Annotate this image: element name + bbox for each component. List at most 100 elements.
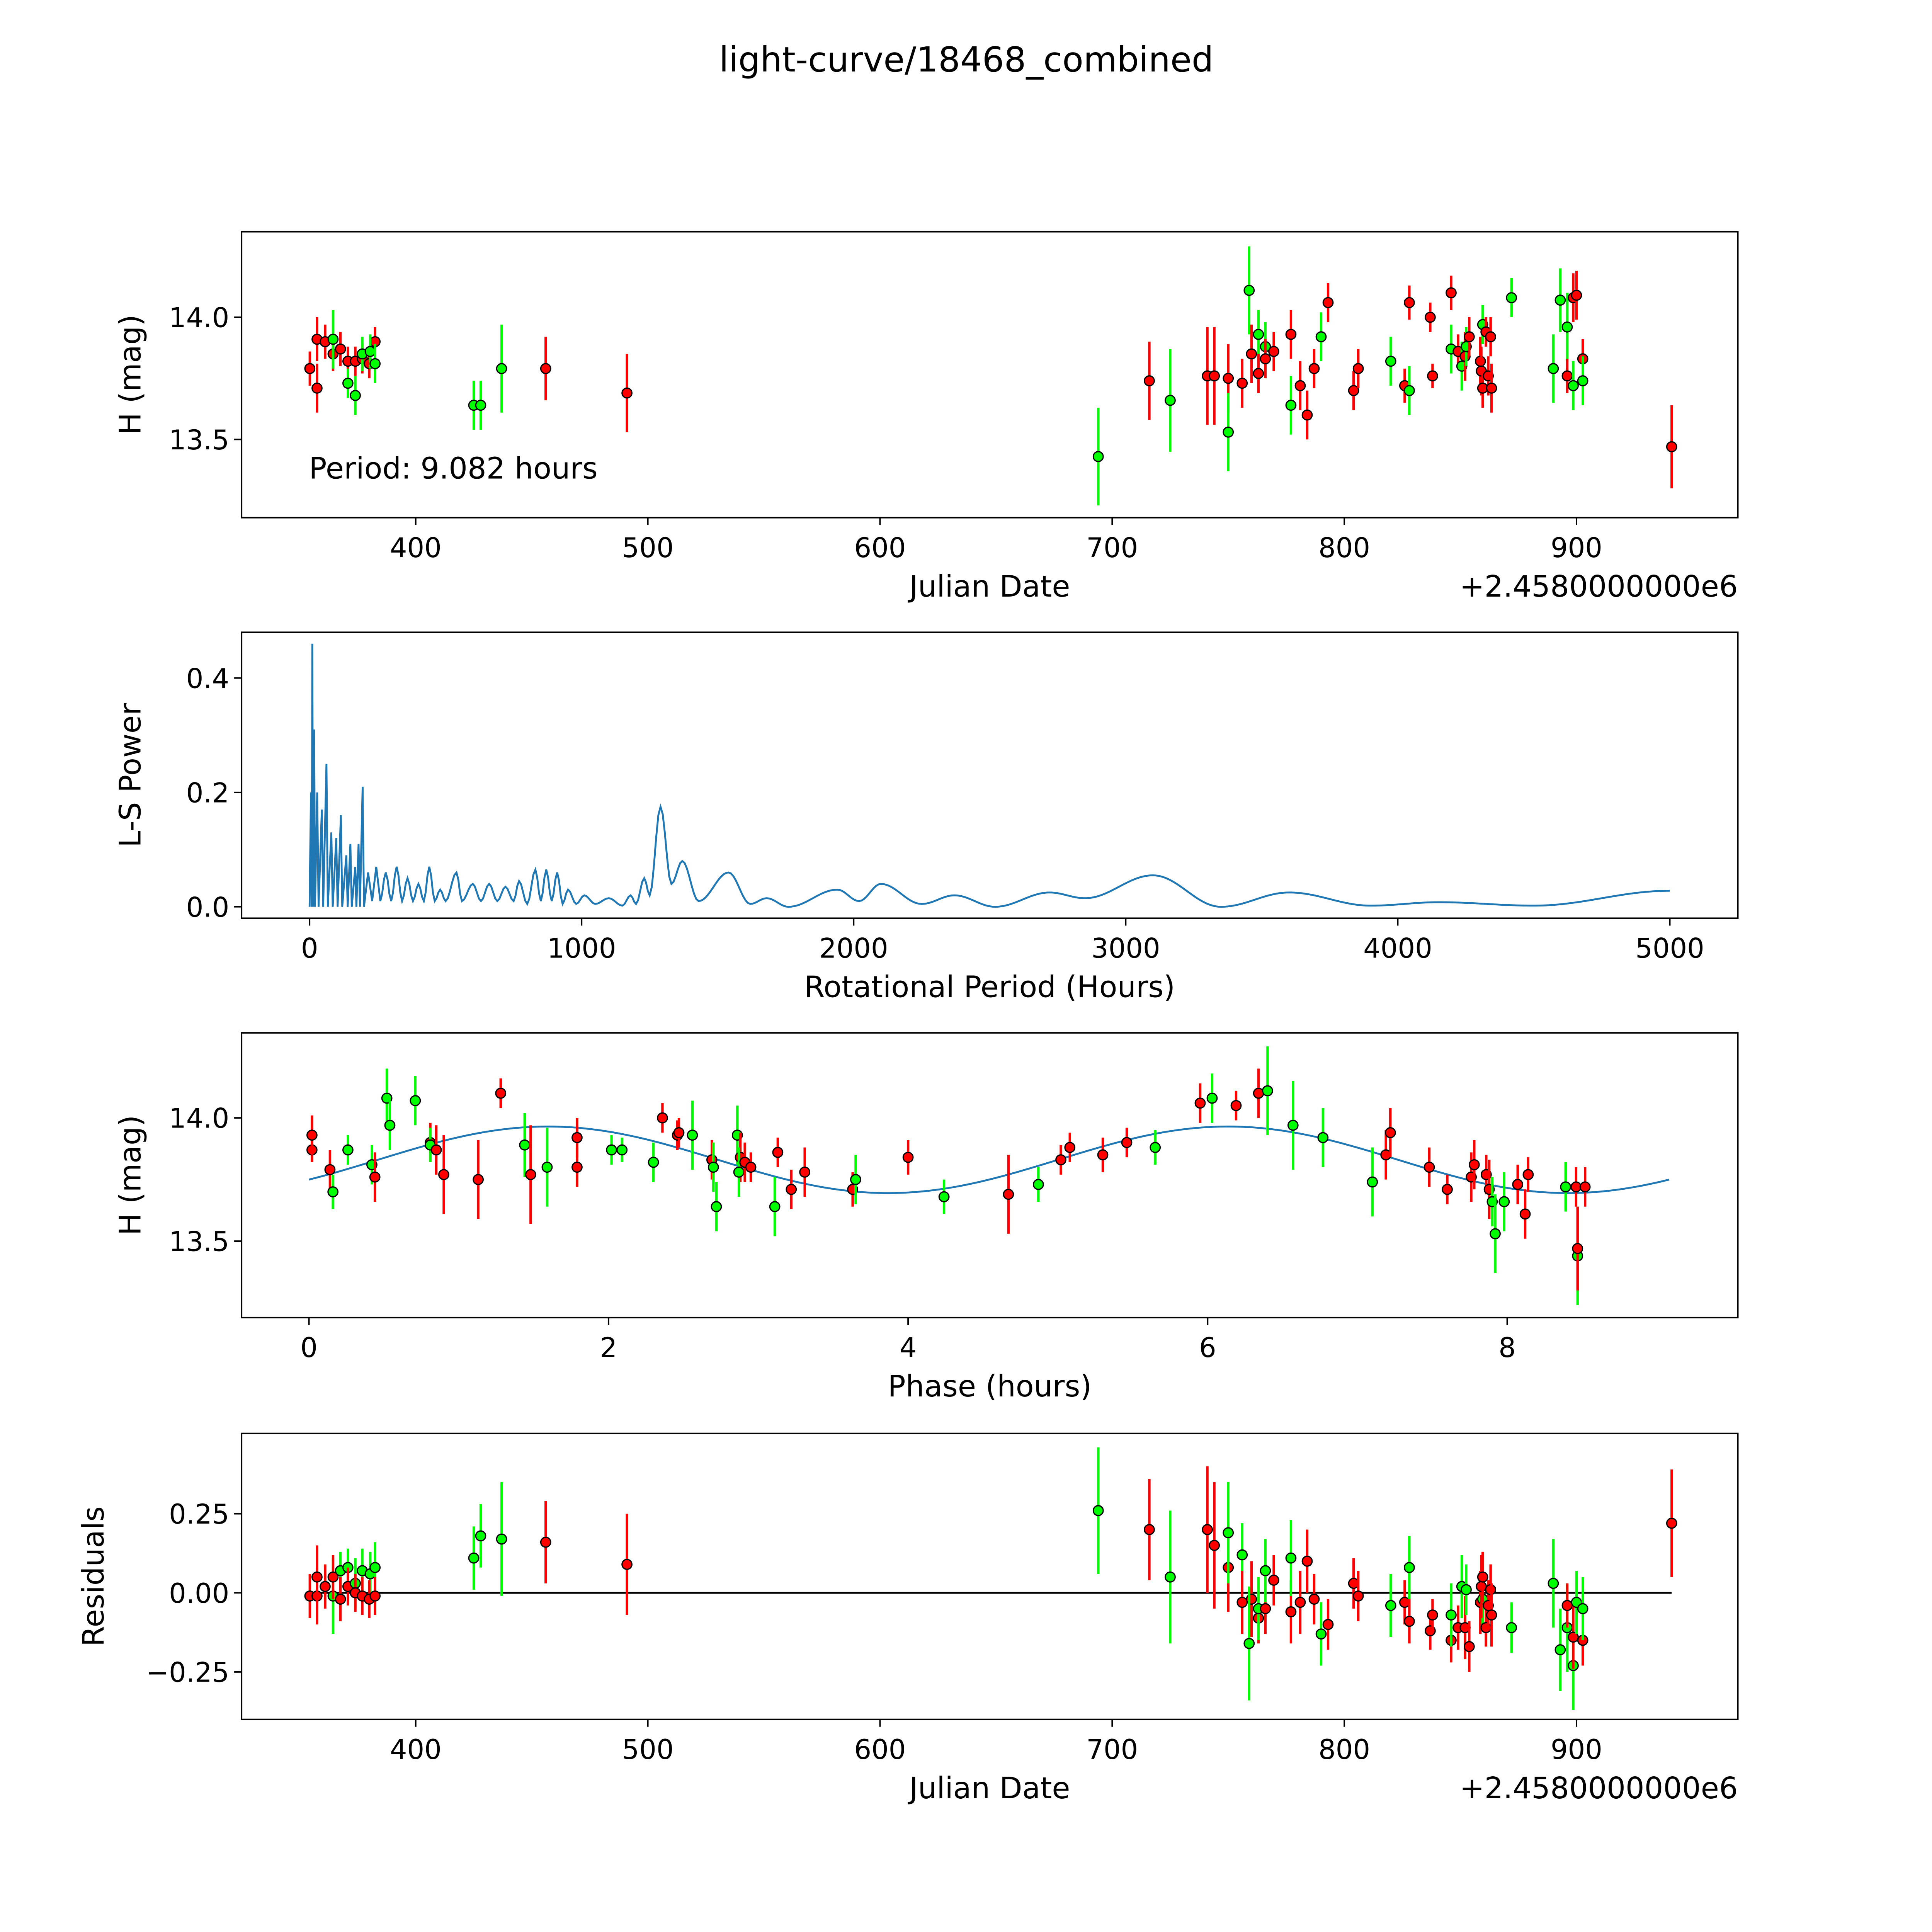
data-point — [475, 1504, 486, 1568]
x-offset-label: +2.4580000000e6 — [1460, 1771, 1738, 1806]
data-point — [430, 1125, 442, 1175]
marker — [1121, 1137, 1133, 1148]
marker — [1464, 1641, 1475, 1652]
marker — [1260, 1603, 1271, 1614]
data-point — [1165, 349, 1176, 452]
marker — [1236, 378, 1248, 389]
data-point — [327, 1174, 338, 1209]
x-tick-label: 2000 — [819, 932, 888, 964]
marker — [1348, 385, 1359, 396]
y-tick-label: 0.25 — [169, 1498, 229, 1530]
data-point — [1055, 1145, 1066, 1175]
data-point — [707, 1142, 719, 1192]
marker — [1315, 331, 1327, 342]
marker — [1144, 375, 1155, 386]
x-tick-label: 600 — [854, 532, 906, 564]
data-point — [1352, 349, 1364, 388]
data-point — [320, 1564, 331, 1609]
data-point — [1384, 1108, 1396, 1158]
marker — [1206, 1092, 1218, 1104]
y-axis-label: Residuals — [77, 1506, 111, 1646]
marker — [1446, 1609, 1457, 1621]
data-point — [1572, 1206, 1583, 1291]
marker — [1253, 328, 1264, 340]
data-point — [369, 1152, 381, 1202]
marker — [1404, 385, 1415, 396]
data-point — [306, 1115, 318, 1155]
data-point — [1194, 1083, 1206, 1123]
marker — [1165, 1571, 1176, 1583]
marker — [1223, 1527, 1234, 1539]
marker — [711, 1201, 722, 1213]
marker — [1243, 285, 1255, 296]
data-point — [1423, 1147, 1435, 1187]
x-tick-label: 0 — [300, 1332, 318, 1364]
data-point — [1230, 1090, 1242, 1121]
marker — [496, 1533, 507, 1545]
marker — [1506, 1622, 1517, 1633]
data-point — [1317, 1108, 1329, 1167]
data-point — [1348, 1558, 1359, 1609]
marker — [1150, 1142, 1161, 1153]
marker — [475, 400, 486, 411]
x-tick-label: 2 — [600, 1332, 617, 1364]
y-tick-label: 13.5 — [169, 424, 229, 456]
marker — [1352, 1590, 1364, 1602]
data-point — [1446, 276, 1457, 310]
data-point — [304, 351, 316, 386]
panel-phased: 0 2 4 6 8 13.5 14.0 Phase (hours) H (mag) — [114, 1032, 1739, 1404]
marker — [1262, 1085, 1273, 1097]
y-tick-label: 14.0 — [169, 1103, 229, 1134]
marker — [364, 346, 376, 357]
data-point — [1315, 1602, 1327, 1666]
marker — [1468, 1159, 1480, 1170]
data-point — [1223, 393, 1234, 471]
data-point — [495, 1078, 507, 1108]
marker — [1561, 1600, 1573, 1611]
marker — [571, 1162, 583, 1173]
marker — [1490, 1228, 1501, 1240]
data-point — [616, 1138, 628, 1162]
period-annotation: Period: 9.082 hours — [309, 452, 598, 486]
data-point — [1236, 1570, 1248, 1634]
marker — [1301, 1556, 1313, 1567]
marker — [1209, 1540, 1220, 1551]
data-point — [1498, 1172, 1510, 1231]
y-tick-label: −0.25 — [146, 1656, 229, 1688]
data-point — [1486, 1583, 1497, 1647]
data-point — [350, 376, 361, 415]
data-point — [540, 337, 551, 401]
axes-frame — [241, 1032, 1739, 1318]
data-point — [1506, 278, 1517, 318]
marker — [1294, 380, 1306, 391]
marker — [1322, 297, 1334, 308]
x-tick-label: 800 — [1318, 1734, 1370, 1765]
marker — [1260, 1565, 1271, 1577]
data-point — [606, 1135, 617, 1165]
data-point — [311, 364, 323, 413]
data-point — [687, 1100, 698, 1170]
marker — [657, 1112, 668, 1124]
marker — [311, 383, 323, 394]
data-point — [1519, 1189, 1531, 1239]
data-point — [1666, 1469, 1677, 1577]
data-point — [335, 332, 346, 366]
data-point — [342, 1135, 354, 1165]
data-point — [1568, 1605, 1579, 1669]
marker — [473, 1174, 484, 1185]
data-point — [739, 1142, 750, 1182]
data-point — [468, 1526, 480, 1590]
data-point — [1485, 317, 1497, 357]
data-point — [1561, 293, 1573, 361]
data-point — [1253, 310, 1264, 359]
periodogram-line — [308, 643, 1670, 908]
data-point — [1404, 1599, 1415, 1644]
marker — [1554, 294, 1566, 306]
y-tick-label: 14.0 — [169, 302, 229, 334]
data-point — [621, 1514, 633, 1615]
data-point — [1322, 1599, 1334, 1650]
data-point — [1367, 1147, 1378, 1217]
data-point — [1206, 1073, 1218, 1123]
